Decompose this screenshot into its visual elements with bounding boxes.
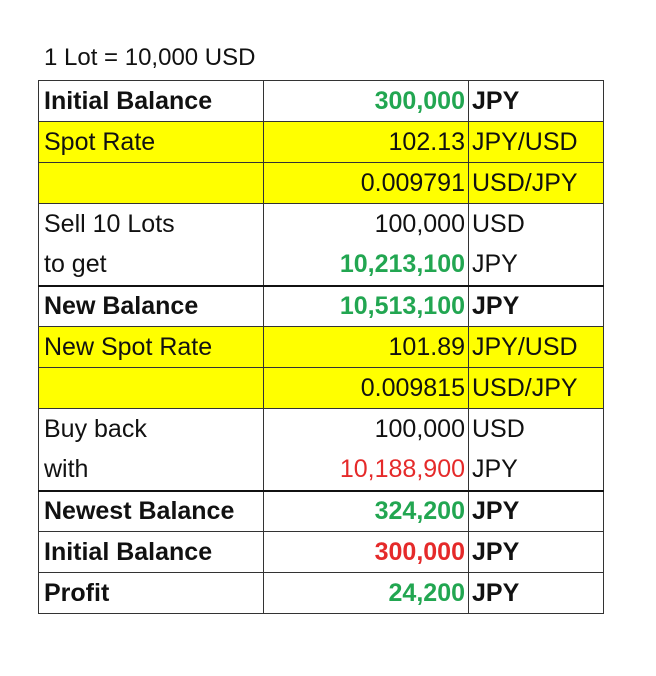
table-row: Initial Balance 300,000 JPY	[38, 80, 604, 122]
row-label: Initial Balance	[38, 80, 264, 122]
row-label: Profit	[38, 572, 264, 614]
row-unit: JPY	[468, 489, 604, 532]
row-label: Spot Rate	[38, 121, 264, 163]
row-label: with	[38, 449, 264, 491]
row-value: 102.13	[263, 121, 469, 163]
row-label: Initial Balance	[38, 531, 264, 573]
row-unit: JPY	[468, 572, 604, 614]
table-row: Buy back 100,000 USD	[38, 408, 604, 450]
table-row: New Balance 10,513,100 JPY	[38, 284, 604, 327]
row-label: New Balance	[38, 284, 264, 327]
row-unit: USD/JPY	[468, 162, 604, 204]
row-unit: JPY	[468, 531, 604, 573]
table-row: Spot Rate 102.13 JPY/USD	[38, 121, 604, 163]
lot-size-note: 1 Lot = 10,000 USD	[44, 44, 256, 71]
row-label	[38, 162, 264, 204]
row-unit: USD/JPY	[468, 367, 604, 409]
table-row: Sell 10 Lots 100,000 USD	[38, 203, 604, 245]
row-unit: USD	[468, 408, 604, 450]
row-label: Buy back	[38, 408, 264, 450]
table-row: to get 10,213,100 JPY	[38, 244, 604, 286]
row-label: Newest Balance	[38, 489, 264, 532]
row-value: 10,513,100	[263, 284, 469, 327]
row-unit: JPY/USD	[468, 326, 604, 368]
row-unit: JPY/USD	[468, 121, 604, 163]
table-row: Newest Balance 324,200 JPY	[38, 489, 604, 532]
row-value: 24,200	[263, 572, 469, 614]
row-value: 0.009791	[263, 162, 469, 204]
row-unit: USD	[468, 203, 604, 245]
row-unit: JPY	[468, 284, 604, 327]
row-unit: JPY	[468, 80, 604, 122]
table-row: New Spot Rate 101.89 JPY/USD	[38, 326, 604, 368]
row-label: New Spot Rate	[38, 326, 264, 368]
table-row: 0.009815 USD/JPY	[38, 367, 604, 409]
table-row: Initial Balance 300,000 JPY	[38, 531, 604, 573]
row-unit: JPY	[468, 449, 604, 491]
row-value: 0.009815	[263, 367, 469, 409]
row-value: 324,200	[263, 489, 469, 532]
table-row: with 10,188,900 JPY	[38, 449, 604, 491]
table-row: Profit 24,200 JPY	[38, 572, 604, 614]
forex-calculation-table: Initial Balance 300,000 JPY Spot Rate 102.13…	[38, 80, 604, 614]
row-value: 300,000	[263, 531, 469, 573]
row-value: 10,213,100	[263, 244, 469, 286]
row-unit: JPY	[468, 244, 604, 286]
row-value: 300,000	[263, 80, 469, 122]
row-value: 100,000	[263, 408, 469, 450]
row-label	[38, 367, 264, 409]
row-value: 100,000	[263, 203, 469, 245]
row-label: to get	[38, 244, 264, 286]
row-value: 10,188,900	[263, 449, 469, 491]
row-value: 101.89	[263, 326, 469, 368]
row-label: Sell 10 Lots	[38, 203, 264, 245]
table-row: 0.009791 USD/JPY	[38, 162, 604, 204]
